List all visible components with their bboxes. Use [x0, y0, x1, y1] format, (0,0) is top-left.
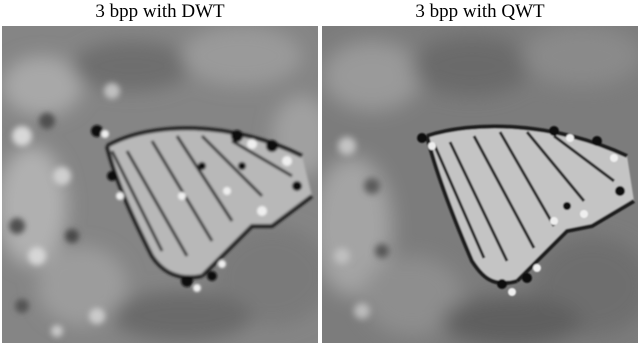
qwt-butterfly-image — [322, 26, 638, 343]
qwt-caption: 3 bpp with QWT — [415, 1, 545, 22]
dwt-caption: 3 bpp with DWT — [95, 1, 225, 22]
dwt-butterfly-picture — [2, 26, 318, 343]
dwt-panel: 3 bpp with DWT — [2, 0, 318, 345]
dwt-butterfly-image — [2, 26, 318, 343]
qwt-butterfly-picture — [322, 26, 638, 343]
qwt-panel: 3 bpp with QWT — [322, 0, 638, 345]
